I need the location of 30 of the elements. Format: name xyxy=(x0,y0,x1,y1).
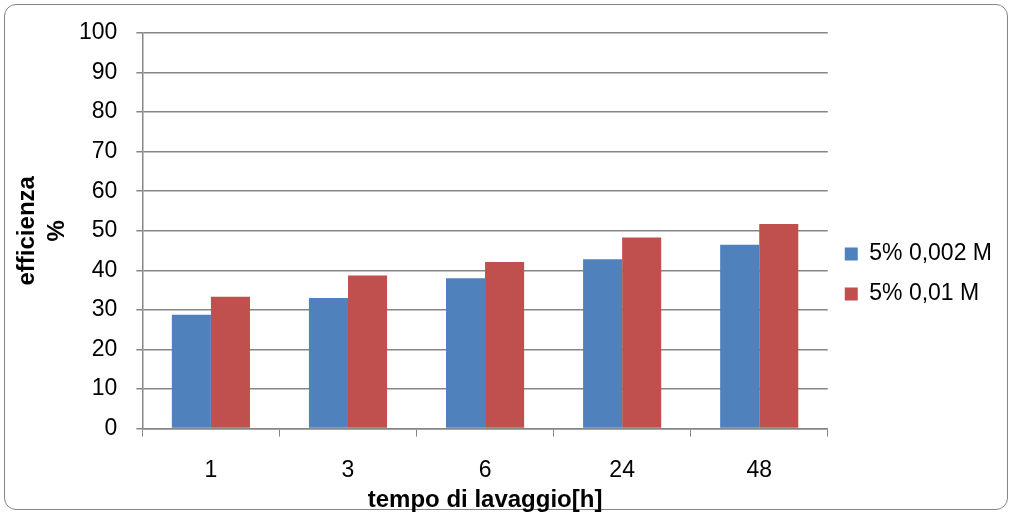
y-tick-label: 40 xyxy=(91,255,118,282)
y-tick-label: 30 xyxy=(91,295,118,322)
bar xyxy=(210,296,250,428)
x-tick-label: 6 xyxy=(478,455,492,482)
y-tick-label: 80 xyxy=(91,97,118,124)
bar xyxy=(308,298,348,428)
bar xyxy=(347,275,388,428)
bar xyxy=(759,224,799,428)
bar xyxy=(720,244,760,428)
x-axis-title: tempo di lavaggio[h] xyxy=(367,485,603,513)
bar xyxy=(485,262,525,428)
x-tick-label: 3 xyxy=(341,455,355,482)
y-tick-label: 90 xyxy=(91,57,118,84)
y-tick-label: 20 xyxy=(91,334,118,361)
bar xyxy=(622,237,662,428)
x-tick-label: 48 xyxy=(746,455,773,482)
y-tick-label: 100 xyxy=(79,18,118,45)
legend-label: 5% 0,01 M xyxy=(869,279,980,306)
x-tick-label: 24 xyxy=(609,455,636,482)
y-tick-label: 10 xyxy=(91,374,118,401)
y-tick-label: 70 xyxy=(91,137,118,164)
legend-label: 5% 0,002 M xyxy=(869,239,993,266)
x-tick-label: 1 xyxy=(204,455,218,482)
bar xyxy=(446,278,486,428)
y-axis-title: efficienza % xyxy=(11,175,69,286)
y-tick-label: 50 xyxy=(91,216,118,243)
y-tick-label: 0 xyxy=(104,413,118,440)
bar xyxy=(171,314,211,428)
bar xyxy=(583,259,623,428)
y-tick-label: 60 xyxy=(91,176,118,203)
